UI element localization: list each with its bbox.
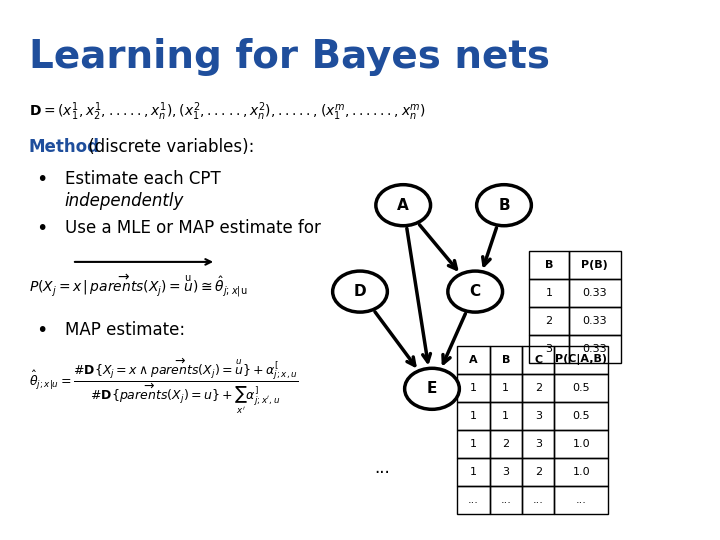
Bar bbox=[490, 430, 522, 458]
Bar bbox=[522, 486, 554, 514]
Circle shape bbox=[333, 271, 387, 312]
Text: A: A bbox=[397, 198, 409, 213]
Text: Learning for Bayes nets: Learning for Bayes nets bbox=[29, 38, 550, 76]
Text: 3: 3 bbox=[535, 411, 541, 421]
Text: 0.33: 0.33 bbox=[582, 316, 607, 326]
Text: $\hat{\theta}_{j;x|u} = \dfrac{\#\mathbf{D}\{X_j = x \wedge \overrightarrow{pare: $\hat{\theta}_{j;x|u} = \dfrac{\#\mathbf… bbox=[29, 356, 298, 416]
Text: P(B): P(B) bbox=[581, 260, 608, 270]
Text: P(C|A,B): P(C|A,B) bbox=[555, 354, 608, 365]
Text: 0.33: 0.33 bbox=[582, 288, 607, 298]
Bar bbox=[522, 374, 554, 402]
Bar bbox=[554, 458, 608, 486]
Circle shape bbox=[477, 185, 531, 226]
Bar bbox=[529, 251, 569, 279]
Circle shape bbox=[448, 271, 503, 312]
Bar bbox=[522, 458, 554, 486]
Text: •: • bbox=[36, 321, 48, 340]
Bar bbox=[529, 307, 569, 335]
Text: 1: 1 bbox=[503, 383, 509, 393]
Text: 1: 1 bbox=[470, 383, 477, 393]
Text: B: B bbox=[545, 260, 553, 270]
Bar bbox=[569, 335, 621, 363]
Text: 2: 2 bbox=[535, 383, 541, 393]
Text: •: • bbox=[36, 170, 48, 189]
Text: $\mathbf{D} = (x_1^1, x_2^1, ....., x_n^1), (x_1^2, ....., x_n^2), ....., (x_1^m: $\mathbf{D} = (x_1^1, x_2^1, ....., x_n^… bbox=[29, 100, 426, 123]
Bar bbox=[490, 486, 522, 514]
Text: 0.5: 0.5 bbox=[572, 411, 590, 421]
Bar bbox=[554, 402, 608, 430]
Text: ...: ... bbox=[468, 495, 479, 505]
Text: 1.0: 1.0 bbox=[572, 467, 590, 477]
Bar bbox=[457, 486, 490, 514]
Text: ...: ... bbox=[374, 459, 390, 477]
Bar bbox=[457, 458, 490, 486]
Text: D: D bbox=[354, 284, 366, 299]
Bar bbox=[490, 374, 522, 402]
Text: 1: 1 bbox=[470, 467, 477, 477]
Bar bbox=[529, 279, 569, 307]
Text: ...: ... bbox=[533, 495, 544, 505]
Text: 1: 1 bbox=[503, 411, 509, 421]
Bar bbox=[554, 346, 608, 374]
Bar bbox=[522, 402, 554, 430]
Text: 2: 2 bbox=[503, 439, 509, 449]
Text: 1: 1 bbox=[470, 439, 477, 449]
Text: Method: Method bbox=[29, 138, 100, 156]
Circle shape bbox=[376, 185, 431, 226]
Text: ...: ... bbox=[500, 495, 511, 505]
Text: 3: 3 bbox=[546, 345, 552, 354]
Text: 2: 2 bbox=[546, 316, 552, 326]
Text: Estimate each CPT: Estimate each CPT bbox=[65, 170, 220, 188]
Text: B: B bbox=[502, 355, 510, 365]
Bar bbox=[522, 346, 554, 374]
Text: 1.0: 1.0 bbox=[572, 439, 590, 449]
Text: A: A bbox=[469, 355, 477, 365]
Text: 0.5: 0.5 bbox=[572, 383, 590, 393]
Text: MAP estimate:: MAP estimate: bbox=[65, 321, 185, 339]
Text: 3: 3 bbox=[503, 467, 509, 477]
Bar bbox=[457, 402, 490, 430]
Bar bbox=[529, 335, 569, 363]
Text: 0.33: 0.33 bbox=[582, 345, 607, 354]
Bar bbox=[457, 346, 490, 374]
Text: C: C bbox=[534, 355, 542, 365]
Text: ...: ... bbox=[576, 495, 587, 505]
Text: $P(X_j = x\,|\,\overrightarrow{parents}(X_j) = \overset{\mathsf{u}}{u}) \cong \h: $P(X_j = x\,|\,\overrightarrow{parents}(… bbox=[29, 273, 247, 299]
Text: independently: independently bbox=[65, 192, 184, 210]
Bar bbox=[554, 374, 608, 402]
Text: 1: 1 bbox=[546, 288, 552, 298]
Bar bbox=[457, 374, 490, 402]
Bar bbox=[490, 458, 522, 486]
Bar bbox=[490, 346, 522, 374]
Text: •: • bbox=[36, 219, 48, 238]
Bar bbox=[569, 251, 621, 279]
Text: B: B bbox=[498, 198, 510, 213]
Bar bbox=[554, 486, 608, 514]
Bar bbox=[457, 430, 490, 458]
Text: (discrete variables):: (discrete variables): bbox=[83, 138, 254, 156]
Text: Use a MLE or MAP estimate for: Use a MLE or MAP estimate for bbox=[65, 219, 320, 237]
Text: C: C bbox=[469, 284, 481, 299]
Bar bbox=[490, 402, 522, 430]
Bar bbox=[569, 307, 621, 335]
Text: E: E bbox=[427, 381, 437, 396]
Circle shape bbox=[405, 368, 459, 409]
Text: 1: 1 bbox=[470, 411, 477, 421]
Text: 3: 3 bbox=[535, 439, 541, 449]
Text: 2: 2 bbox=[535, 467, 541, 477]
Bar bbox=[522, 430, 554, 458]
Bar bbox=[569, 279, 621, 307]
Bar bbox=[554, 430, 608, 458]
